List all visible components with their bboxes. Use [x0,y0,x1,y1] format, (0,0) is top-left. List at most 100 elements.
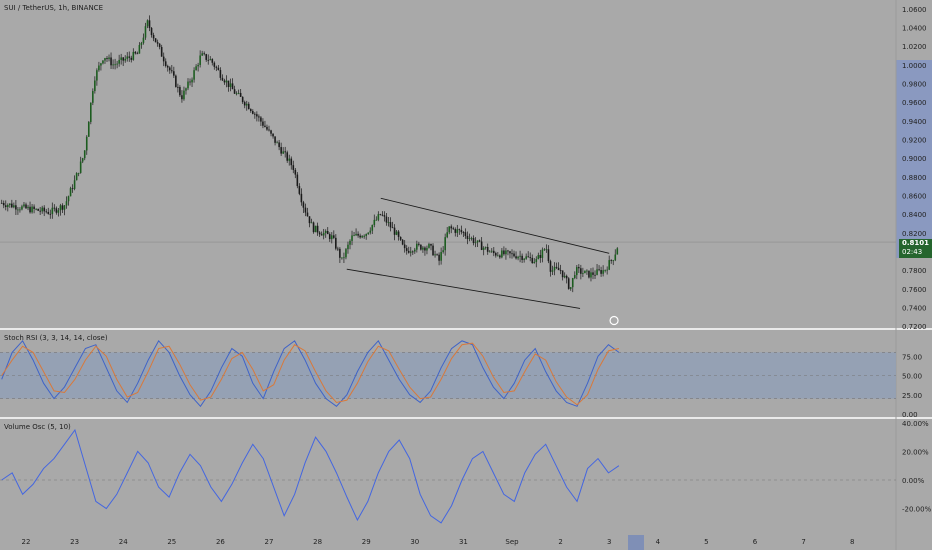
candle-body [365,233,367,236]
stoch-tick-label: 50.00 [902,373,922,381]
candle-body [497,255,499,257]
candle-body [379,214,382,215]
candle-body [584,270,586,274]
candle-body [126,56,129,59]
candle-body [513,253,515,257]
candle-body [355,233,357,236]
candle-body [582,273,584,274]
candle-body [79,161,82,173]
candle-body [314,225,317,233]
candle-body [189,81,191,83]
candle-body [573,275,576,279]
candle-body [33,206,35,210]
candle-body [525,256,527,259]
candle-body [347,244,349,250]
price-tick-label: 0.8800 [902,174,927,182]
candle-body [298,186,301,194]
candle-body [424,247,426,251]
candle-body [553,266,556,271]
candle-body [41,207,43,212]
candle-body [580,268,582,274]
candle-body [195,66,197,71]
candle-body [359,235,361,238]
candle-body [207,59,210,61]
candle-body [223,80,226,83]
candle-body [501,250,503,258]
candle-body [193,70,195,80]
volosc-tick-label: 0.00% [902,477,925,485]
candle-body [142,37,145,43]
candle-body [511,253,513,255]
candle-body [102,60,104,64]
candle-body [420,244,422,250]
candle-body [614,254,617,261]
candle-body [241,96,244,103]
candle-body [375,219,378,221]
price-tick-label: 0.9200 [902,136,927,144]
candle-body [387,222,390,223]
price-tick-label: 0.7800 [902,267,927,275]
candle-body [171,70,173,72]
candle-body [177,86,179,88]
candle-body [110,57,112,66]
candle-body [278,142,280,148]
candle-body [156,42,159,44]
candle-body [256,114,258,117]
candle-body [306,212,309,217]
candle-body [29,206,31,213]
candle-body [482,247,485,250]
candle-body [596,269,598,275]
candle-body [377,214,380,220]
candle-body [426,247,428,251]
candle-body [499,255,501,258]
volosc-line [1,428,620,524]
candle-body [209,59,212,61]
candle-body [272,133,274,137]
candle-body [521,255,523,260]
candle-body [191,79,193,83]
candle-body [179,87,181,96]
candle-body [219,70,222,78]
candle-body [128,56,131,58]
candle-body [237,92,240,94]
candle-body [541,249,544,258]
candle-body [136,53,139,55]
price-tick-label: 0.7600 [902,286,927,294]
stoch-tick-label: 25.00 [902,392,922,400]
candle-body [201,53,203,56]
candle-body [547,249,550,262]
candle-body [590,272,592,278]
candle-body [436,254,438,256]
candle-body [401,239,404,245]
price-axis-highlight [896,60,932,258]
candle-body [15,205,17,210]
candle-body [399,236,402,240]
candle-body [529,257,532,258]
candle-body [13,205,15,208]
candle-body [442,250,444,253]
time-tick-label: 29 [362,538,371,546]
price-tick-label: 1.0400 [902,24,927,32]
candle-body [300,193,303,203]
time-tick-label: 6 [753,538,758,546]
candle-body [492,250,495,254]
price-tick-label: 0.9000 [902,155,927,163]
symbol-title: SUI / TetherUS, 1h, BINANCE [4,4,103,12]
candle-body [2,203,5,206]
stoch-d-line [1,342,620,406]
candle-body [270,130,272,134]
candle-body [164,61,167,66]
candle-body [470,238,473,239]
candle-body [537,255,540,260]
candle-body [94,80,96,92]
candle-body [531,257,534,264]
candle-body [183,90,185,100]
candle-body [39,210,41,212]
candle-body [448,226,451,233]
time-tick-label: 5 [704,538,708,546]
candle-body [330,235,333,240]
candle-body [187,81,189,89]
candle-body [181,95,183,100]
